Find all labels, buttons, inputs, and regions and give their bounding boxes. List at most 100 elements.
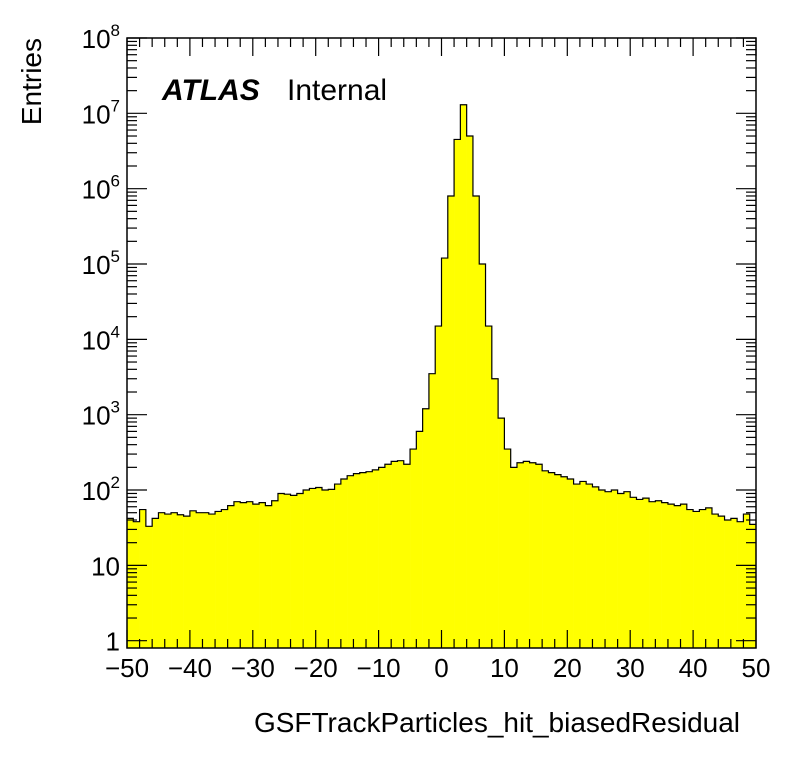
histogram-bar [479, 264, 486, 648]
histogram-bar [561, 476, 568, 648]
histogram-bar [548, 472, 556, 648]
x-tick-label: −40 [168, 653, 212, 683]
histogram-bar [208, 514, 216, 648]
histogram-bar [177, 514, 184, 648]
histogram-bars [127, 104, 757, 649]
histogram-bar [718, 516, 725, 648]
histogram-bar [189, 510, 197, 648]
histogram-bar [240, 502, 247, 648]
histogram-bar [523, 461, 530, 648]
histogram-bar [711, 514, 719, 648]
histogram-bar [372, 469, 379, 648]
histogram-bar [472, 195, 480, 649]
histogram-bar [309, 488, 316, 648]
histogram-bar [554, 474, 562, 648]
histogram-bar [447, 195, 455, 649]
histogram-bar [724, 520, 732, 648]
x-tick-label: 0 [434, 653, 448, 683]
histogram-bar [498, 418, 505, 648]
histogram-bar [127, 518, 134, 648]
histogram-bar [366, 471, 373, 648]
histogram-bar [454, 139, 461, 648]
histogram-bar [227, 505, 235, 648]
y-tick-labels: 1 10 102 103 104 105 106 107 108 [82, 21, 120, 657]
histogram-bar [246, 501, 254, 648]
y-axis-title: Entries [16, 38, 47, 125]
histogram-bar [196, 512, 203, 648]
histogram-bar [328, 489, 335, 648]
histogram-bar [384, 464, 392, 648]
histogram-bar [353, 473, 361, 648]
histogram-bar [661, 502, 669, 648]
atlas-label: ATLAS [161, 74, 260, 107]
internal-label: Internal [287, 74, 387, 107]
histogram-bar [171, 512, 178, 648]
histogram-bar [737, 521, 744, 648]
axis-ticks [126, 37, 757, 648]
y-tick-label: 102 [82, 473, 120, 506]
histogram-bar [277, 493, 285, 648]
x-tick-label: −50 [105, 653, 149, 683]
histogram-bar [749, 524, 757, 648]
histogram-bar [391, 461, 398, 648]
histogram-bar [630, 497, 637, 648]
histogram-bar [284, 494, 291, 648]
histogram-bar [605, 491, 612, 648]
histogram-bar [347, 475, 354, 648]
y-tick-label: 105 [82, 247, 120, 280]
histogram-bar [403, 464, 411, 648]
histogram-bar [586, 484, 593, 648]
x-tick-label: −30 [231, 653, 275, 683]
histogram-bar [623, 491, 631, 648]
histogram-bar [145, 526, 153, 648]
histogram-bar [422, 408, 430, 648]
histogram-bar [680, 504, 688, 648]
histogram-bar [699, 509, 706, 648]
histogram-bar [296, 493, 304, 648]
x-tick-label: −20 [294, 653, 338, 683]
histogram-bar [649, 501, 656, 648]
histogram-bar [617, 493, 625, 648]
histogram-bar [441, 258, 449, 648]
histogram-bar [271, 500, 279, 648]
histogram-bar [435, 326, 442, 648]
histogram-bar [233, 501, 241, 648]
x-tick-label: 20 [553, 653, 582, 683]
histogram-bar [164, 514, 172, 648]
histogram-bar [667, 504, 675, 648]
y-tick-label: 108 [82, 21, 120, 54]
histogram-bar [674, 505, 681, 648]
histogram-bar [202, 512, 210, 648]
histogram-bar [252, 504, 260, 648]
histogram-bar [397, 460, 405, 648]
histogram-bar [183, 516, 191, 648]
x-tick-label: 50 [742, 653, 771, 683]
histogram-bar [416, 431, 423, 648]
histogram-bar [158, 512, 166, 648]
x-tick-label: 10 [490, 653, 519, 683]
histogram-bar [428, 373, 436, 648]
histogram-bar [334, 484, 342, 648]
y-tick-label: 103 [82, 398, 120, 431]
histogram-bar [139, 509, 147, 648]
histogram-bar [611, 490, 618, 648]
histogram-bar [642, 498, 650, 648]
histogram-bar [655, 500, 662, 648]
y-tick-label: 104 [82, 322, 120, 355]
x-axis-title: GSFTrackParticles_hit_biasedResidual [254, 707, 740, 738]
histogram-bar [359, 472, 367, 648]
histogram-bar [636, 499, 644, 648]
histogram-bar [152, 518, 159, 648]
histogram-bar [485, 326, 493, 648]
x-tick-label: 30 [616, 653, 645, 683]
histogram-bar [504, 449, 511, 648]
histogram-bar [491, 378, 499, 648]
histogram-bar [265, 505, 272, 648]
histogram-bar [215, 511, 222, 648]
y-tick-label: 106 [82, 172, 120, 205]
histogram-bar [686, 509, 694, 648]
histogram-bar [315, 487, 323, 648]
histogram-bar [221, 509, 228, 648]
histogram-bar [705, 507, 713, 648]
